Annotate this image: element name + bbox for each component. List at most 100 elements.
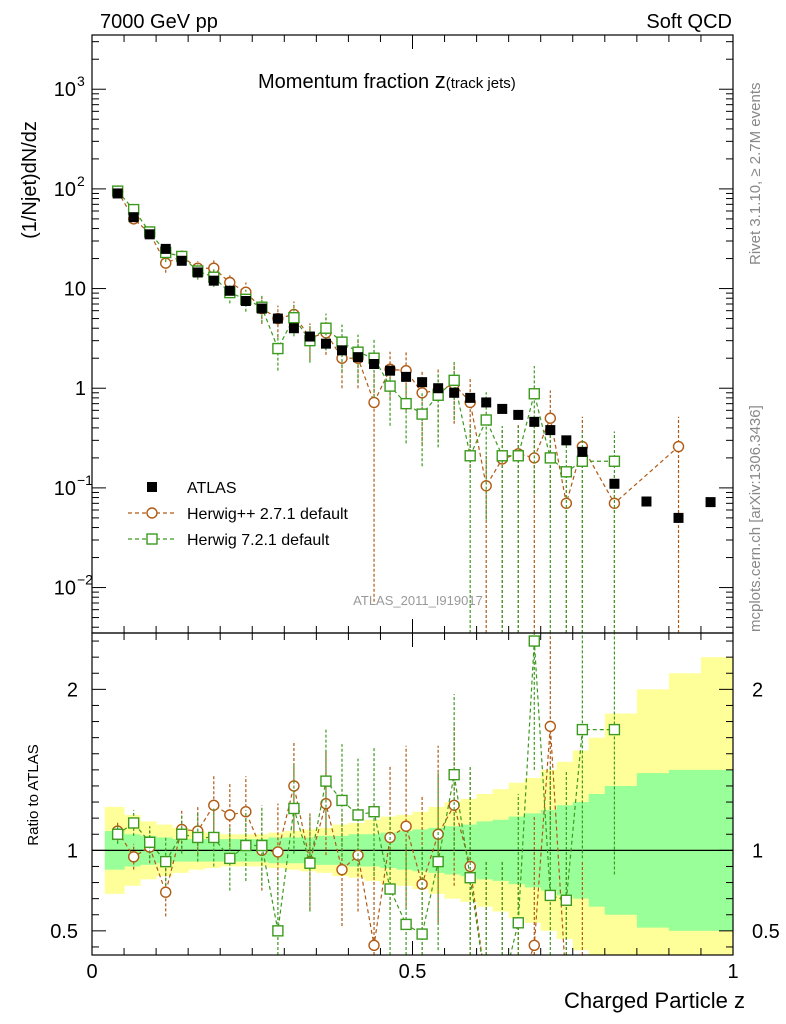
series-line [117,190,679,505]
data-point-atlas [449,387,460,398]
data-point-atlas [513,409,524,420]
data-point-atlas [256,303,267,314]
watermark: ATLAS_2011_I919017 [353,593,483,608]
data-point-herwig7 [608,455,621,467]
y-tick-label-exponent: −1 [77,472,93,488]
y-tick-label: 10 [54,478,76,500]
data-point-atlas [497,403,508,414]
rivet-label: Rivet 3.1.10, ≥ 2.7M events [747,83,764,266]
data-point-herwig7 [448,374,460,387]
y-tick-label-exponent: 2 [77,173,85,189]
data-point-herwig7 [143,836,156,848]
data-point-atlas [272,313,283,324]
data-point-herwig7 [416,928,428,940]
data-point-herwig7 [368,806,380,818]
data-point-atlas [561,435,572,446]
data-point-herwig7 [432,855,444,868]
chart-title: Momentum fraction z(track jets) [258,68,516,93]
y-tick-label: 0.5 [50,921,78,943]
data-point-atlas [224,285,235,296]
y-tick-label: 10 [54,578,76,600]
data-point-herwigpp [608,497,621,510]
data-point-atlas [465,392,476,403]
data-point-herwigpp [416,387,428,399]
y-tick-label: 1 [75,378,86,400]
y-tick-label-right: 1 [752,840,763,862]
y-tick-label: 1 [67,840,78,862]
data-point-herwig7 [528,388,540,400]
y-tick-label-exponent: −2 [77,572,93,588]
legend-label: ATLAS [187,480,237,497]
series-line [117,190,615,473]
legend-label: Herwig++ 2.7.1 default [187,506,349,523]
data-point-herwigpp [127,851,140,863]
data-point-herwigpp [368,939,380,952]
y-tick-label: 10 [64,279,86,301]
data-point-herwig7 [560,466,573,478]
data-point-herwigpp [160,886,172,898]
data-point-herwig7 [512,917,524,929]
data-point-herwig7 [176,828,188,840]
data-point-herwig7 [320,775,332,787]
data-point-herwigpp [368,396,380,409]
y-tick-label: 10 [54,179,76,201]
data-point-herwig7 [400,397,412,410]
data-point-atlas [128,212,139,223]
data-point-herwigpp [544,412,557,424]
data-point-herwig7 [384,883,396,895]
data-point-atlas [433,383,444,394]
data-point-herwigpp [336,863,348,876]
data-point-atlas [208,275,219,286]
data-point-herwigpp [672,440,685,453]
legend-marker [146,507,158,519]
data-point-herwig7 [560,894,573,906]
y-tick-label: 10 [54,79,76,101]
x-tick-label: 1 [727,961,738,983]
ratio-content [92,633,733,955]
data-point-atlas [609,478,620,489]
data-point-herwigpp [464,860,476,873]
data-point-atlas [353,352,364,363]
legend: ATLAS Herwig++ 2.7.1 default Herwig 7.2.1 … [128,480,349,549]
data-point-herwigpp [320,797,332,810]
data-point-herwig7 [240,839,252,852]
legend-label: Herwig 7.2.1 default [187,532,330,549]
data-point-atlas [673,512,684,523]
data-point-herwig7 [192,831,204,844]
data-point-herwigpp [560,497,573,510]
data-point-herwig7 [528,635,540,647]
data-point-herwig7 [288,312,300,324]
x-axis-label: Charged Particle z [564,988,745,1013]
data-point-atlas [304,331,315,342]
data-point-herwig7 [224,852,236,865]
data-point-herwig7 [288,802,300,815]
y-tick-label-exponent: 3 [77,73,85,89]
y-axis-label-ratio: Ratio to ATLAS [25,744,42,845]
x-tick-label: 0.5 [399,961,427,983]
data-point-atlas [144,229,155,240]
data-point-atlas [160,243,171,254]
data-point-atlas [577,446,588,457]
data-point-herwig7 [336,794,348,807]
data-point-herwigpp [480,480,492,492]
data-point-atlas [545,425,556,436]
data-point-herwigpp [240,806,252,818]
energy-label: 7000 GeV pp [100,11,218,33]
data-point-herwig7 [400,918,412,931]
data-point-herwig7 [127,817,140,829]
data-point-atlas [385,365,396,376]
data-point-herwig7 [480,414,492,426]
data-point-herwigpp [400,820,412,832]
y-tick-label: 2 [67,679,78,701]
data-point-atlas [705,497,716,508]
data-point-herwigpp [272,846,284,858]
process-label: Soft QCD [646,11,732,33]
y-tick-label-right: 0.5 [752,921,780,943]
data-point-herwigpp [528,939,540,952]
data-point-atlas [369,359,380,370]
data-point-herwig7 [496,450,508,462]
data-point-herwig7 [608,723,621,736]
data-point-herwigpp [544,720,557,733]
mcplots-label: mcplots.cern.ch [arXiv:1306.3436] [747,405,764,632]
data-point-atlas [320,338,331,349]
